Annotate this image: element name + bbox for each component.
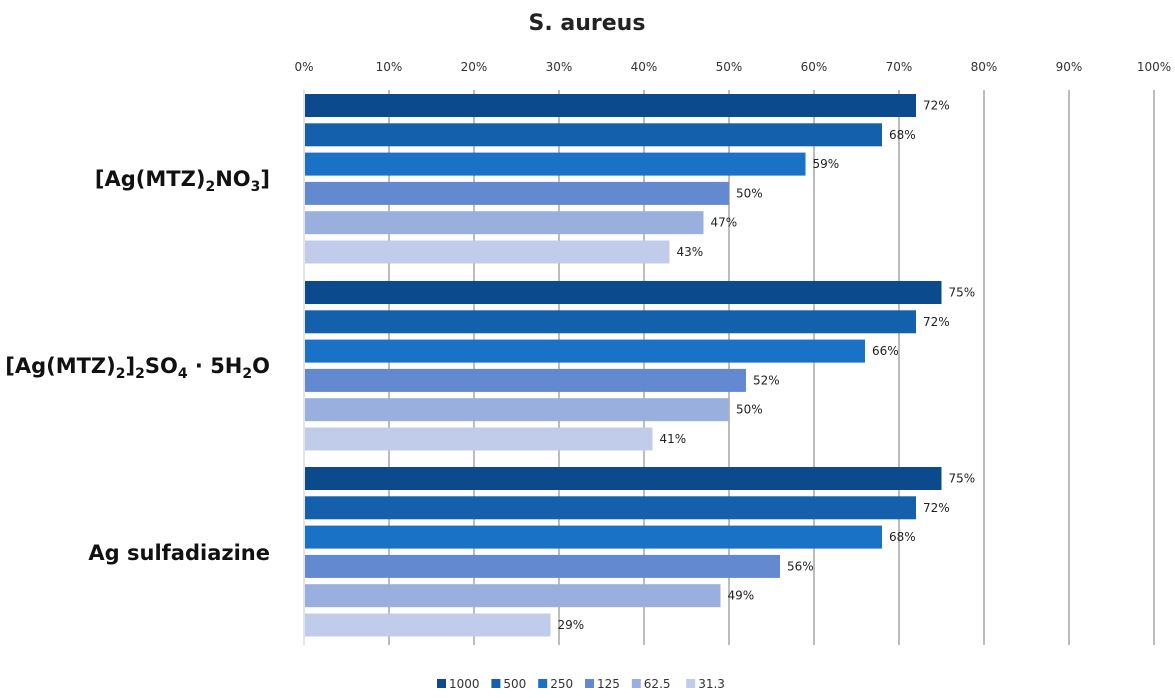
legend-swatch	[437, 679, 446, 688]
data-label: 68%	[889, 530, 916, 544]
x-tick-label: 50%	[716, 60, 743, 74]
bar	[305, 94, 916, 117]
data-label: 72%	[923, 501, 950, 515]
legend: 1000 500 250 125 62.5 31.3	[437, 677, 725, 691]
category-label-text: ]	[260, 167, 270, 191]
bar	[305, 281, 942, 304]
x-tick-label: 20%	[461, 60, 488, 74]
legend-label: 62.5	[644, 677, 671, 691]
data-label: 68%	[889, 128, 916, 142]
category-label-subscript: 2	[116, 366, 126, 382]
category-label-subscript: 4	[178, 366, 188, 382]
category-label-text: O	[252, 354, 270, 378]
category-label-text: NO	[215, 167, 250, 191]
legend-label: 250	[550, 677, 573, 691]
data-labels: 72% 68% 59% 50% 47% 43% 75% 72% 66% 52% 50% 41% 75% 7…	[558, 99, 976, 633]
category-label-text: · 5H	[188, 354, 243, 378]
legend-label: 500	[503, 677, 526, 691]
bars	[305, 94, 942, 637]
category-label-text: [Ag(MTZ)	[5, 354, 116, 378]
x-tick-label: 0%	[294, 60, 313, 74]
data-label: 75%	[949, 286, 976, 300]
bar	[305, 152, 806, 176]
x-tick-label: 60%	[801, 60, 828, 74]
data-label: 59%	[813, 157, 840, 171]
category-label: Ag sulfadiazine	[88, 541, 270, 565]
category-label-subscript: 2	[242, 366, 252, 382]
legend-label: 31.3	[698, 677, 725, 691]
x-tick-label: 30%	[546, 60, 573, 74]
x-tick-label: 40%	[631, 60, 658, 74]
bar	[305, 310, 916, 334]
data-label: 72%	[923, 99, 950, 113]
x-tick-label: 100%	[1137, 60, 1171, 74]
data-label: 43%	[677, 245, 704, 259]
bar	[305, 181, 729, 205]
x-tick-label: 10%	[376, 60, 403, 74]
x-axis-ticks: 0% 10% 20% 30% 40% 50% 60% 70% 80% 90% 100%	[294, 60, 1171, 74]
category-label-text: Ag sulfadiazine	[88, 541, 270, 565]
chart-title: S. aureus	[529, 11, 646, 36]
data-label: 72%	[923, 315, 950, 329]
category-label-text: ]	[126, 354, 136, 378]
legend-swatch	[585, 679, 594, 688]
data-label: 50%	[736, 403, 763, 417]
category-label-subscript: 2	[205, 179, 215, 195]
bar	[305, 123, 882, 147]
category-label-text: SO	[145, 354, 178, 378]
bar	[305, 398, 729, 422]
data-label: 47%	[711, 216, 738, 230]
bar	[305, 427, 653, 451]
bar	[305, 368, 746, 392]
bar	[305, 211, 704, 235]
data-label: 75%	[949, 472, 976, 486]
legend-swatch	[631, 679, 641, 688]
legend-swatch	[491, 679, 501, 688]
bar	[305, 467, 942, 490]
x-tick-label: 70%	[886, 60, 913, 74]
bar	[305, 339, 865, 363]
legend-label: 1000	[449, 677, 480, 691]
data-label: 29%	[558, 618, 585, 632]
bar	[305, 496, 916, 520]
category-label-subscript: 3	[251, 179, 261, 195]
legend-swatch	[538, 679, 548, 688]
category-label: [Ag(MTZ)2NO3]	[95, 167, 270, 195]
data-label: 49%	[728, 589, 755, 603]
data-label: 52%	[753, 373, 780, 387]
data-label: 50%	[736, 186, 763, 200]
x-tick-label: 90%	[1056, 60, 1083, 74]
data-label: 56%	[787, 559, 814, 573]
bar	[305, 554, 780, 578]
category-label-text: [Ag(MTZ)	[95, 167, 206, 191]
legend-swatch	[686, 679, 696, 688]
legend-label: 125	[597, 677, 620, 691]
data-label: 41%	[660, 432, 687, 446]
bar	[305, 613, 551, 637]
category-label: [Ag(MTZ)2]2SO4 · 5H2O	[5, 354, 270, 382]
category-label-subscript: 2	[135, 366, 145, 382]
bar	[305, 525, 882, 549]
bar	[305, 240, 670, 264]
data-label: 66%	[872, 344, 899, 358]
x-tick-label: 80%	[971, 60, 998, 74]
bar	[305, 584, 721, 608]
